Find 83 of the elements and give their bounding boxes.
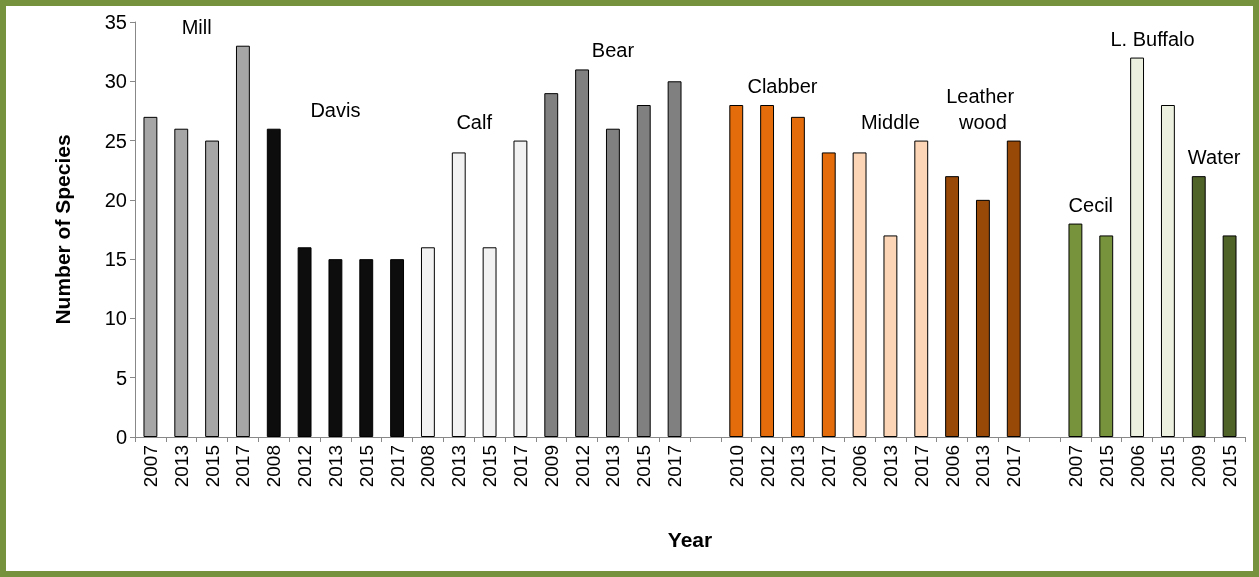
- bar: [760, 105, 775, 437]
- bar: [266, 128, 281, 437]
- y-tick-label: 10: [104, 307, 127, 330]
- bar: [420, 247, 435, 437]
- x-tick-label: 2008: [417, 445, 439, 488]
- y-tick-label: 35: [104, 11, 127, 33]
- bar: [1006, 140, 1021, 437]
- x-tick-label: 2017: [664, 445, 686, 488]
- x-tick-label: 2015: [1157, 445, 1179, 488]
- x-tick-label: 2017: [910, 445, 932, 488]
- y-tick-label: 15: [104, 248, 127, 271]
- x-tick-label: 2009: [1188, 445, 1210, 488]
- series-label: Water: [1187, 146, 1241, 169]
- series-label: Mill: [181, 15, 212, 38]
- bar: [297, 247, 312, 437]
- series-label: Calf: [456, 110, 493, 133]
- bar: [975, 199, 990, 437]
- x-tick-label: 2017: [509, 445, 531, 488]
- x-tick-label: 2010: [725, 445, 747, 488]
- x-tick-label: 2015: [633, 445, 655, 488]
- x-tick-label: 2013: [448, 445, 470, 488]
- bar: [205, 140, 220, 437]
- x-tick-label: 2012: [294, 445, 316, 488]
- x-tick-label: 2017: [386, 445, 408, 488]
- x-tick-label: 2017: [1003, 445, 1025, 488]
- bar: [1099, 235, 1114, 437]
- bar: [328, 259, 343, 437]
- x-tick-label: 2009: [540, 445, 562, 488]
- x-tick-label: 2013: [170, 445, 192, 488]
- bar: [359, 259, 374, 437]
- x-tick-label: 2008: [263, 445, 285, 488]
- y-tick-label: 20: [104, 188, 127, 211]
- x-tick-label: 2015: [355, 445, 377, 488]
- bar: [790, 116, 805, 437]
- x-tick-label: 2013: [879, 445, 901, 488]
- x-tick-label: 2013: [972, 445, 994, 488]
- bar: [1191, 176, 1206, 437]
- bar: [1068, 223, 1083, 437]
- x-axis-title: Year: [667, 528, 713, 551]
- y-axis-title: Number of Species: [51, 134, 74, 325]
- series-label: Leather wood: [946, 84, 1020, 133]
- series-label: Clabber: [747, 75, 818, 97]
- series-label: Cecil: [1068, 193, 1114, 216]
- x-tick-label: 2007: [1064, 445, 1086, 488]
- bar: [513, 140, 528, 437]
- series-label: Bear: [591, 39, 635, 62]
- x-tick-label: 2017: [818, 445, 840, 488]
- x-tick-label: 2013: [602, 445, 624, 488]
- x-tick-label: 2015: [479, 445, 501, 488]
- x-tick-label: 2013: [787, 445, 809, 488]
- bar: [852, 152, 867, 437]
- x-tick-label: 2012: [756, 445, 778, 488]
- series-label: L. Buffalo: [1110, 27, 1195, 50]
- x-tick-label: 2006: [941, 445, 963, 488]
- x-tick-label: 2015: [1095, 445, 1117, 488]
- x-tick-label: 2013: [324, 445, 346, 488]
- bar: [451, 152, 466, 437]
- bar: [914, 140, 929, 437]
- y-tick-label: 30: [104, 70, 127, 93]
- bar: [143, 116, 158, 437]
- bar: [174, 128, 189, 437]
- bar: [482, 247, 497, 437]
- bar: [1160, 105, 1175, 437]
- x-tick-label: 2012: [571, 445, 593, 488]
- series-label: Middle: [860, 110, 920, 133]
- bar: [390, 259, 405, 437]
- x-tick-label: 2006: [1126, 445, 1148, 488]
- bar: [729, 105, 744, 437]
- x-tick-label: 2015: [201, 445, 223, 488]
- bar: [235, 45, 250, 437]
- x-tick-label: 2015: [1219, 445, 1241, 488]
- bar: [1222, 235, 1237, 437]
- bar: [821, 152, 836, 437]
- y-tick-label: 0: [115, 426, 127, 448]
- y-tick-label: 25: [104, 129, 127, 152]
- x-tick-label: 2017: [232, 445, 254, 488]
- bar: [883, 235, 898, 437]
- x-tick-label: 2006: [849, 445, 871, 488]
- bar: [1130, 57, 1145, 437]
- y-tick-label: 5: [115, 366, 127, 389]
- x-tick-label: 2007: [139, 445, 161, 488]
- bar: [945, 176, 960, 437]
- series-label: Davis: [310, 98, 361, 121]
